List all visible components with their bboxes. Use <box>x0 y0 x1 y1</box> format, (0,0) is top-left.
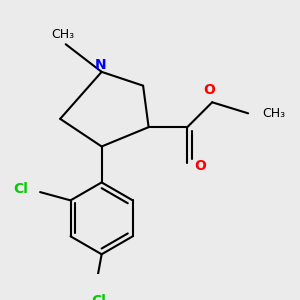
Text: Cl: Cl <box>13 182 28 196</box>
Text: CH₃: CH₃ <box>262 107 285 120</box>
Text: N: N <box>94 58 106 72</box>
Text: CH₃: CH₃ <box>51 28 74 41</box>
Text: O: O <box>194 159 206 173</box>
Text: O: O <box>203 83 215 97</box>
Text: Cl: Cl <box>92 294 106 300</box>
